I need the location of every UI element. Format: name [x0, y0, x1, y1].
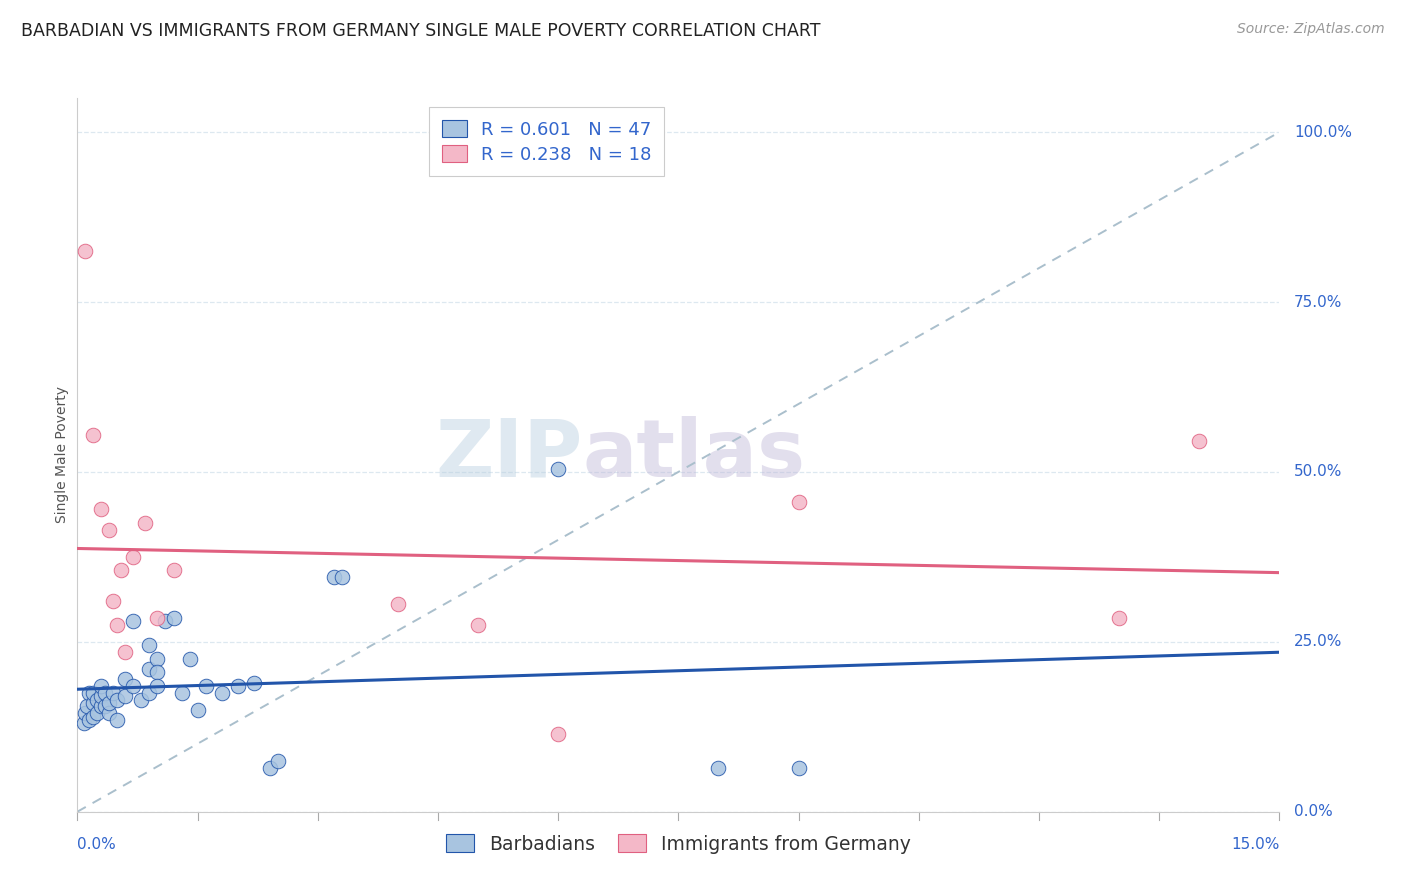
- Point: [122, 679, 145, 693]
- Y-axis label: Single Male Poverty: Single Male Poverty: [55, 386, 69, 524]
- Point: [322, 570, 344, 584]
- Point: [75, 706, 97, 721]
- Text: 0.0%: 0.0%: [77, 837, 117, 852]
- Point: [259, 760, 281, 774]
- Point: [138, 686, 160, 700]
- Point: [162, 564, 184, 578]
- Point: [330, 570, 353, 584]
- Text: 0.0%: 0.0%: [1294, 805, 1333, 819]
- Point: [186, 703, 209, 717]
- Point: [467, 617, 489, 632]
- Text: Source: ZipAtlas.com: Source: ZipAtlas.com: [1237, 22, 1385, 37]
- Point: [73, 716, 96, 731]
- Point: [387, 598, 409, 612]
- Point: [82, 427, 104, 442]
- Point: [110, 564, 132, 578]
- Point: [146, 652, 169, 666]
- Point: [787, 495, 810, 509]
- Point: [98, 696, 121, 710]
- Point: [107, 713, 129, 727]
- Point: [82, 696, 104, 710]
- Point: [90, 502, 112, 516]
- Point: [1188, 434, 1211, 449]
- Point: [90, 699, 112, 714]
- Point: [194, 679, 217, 693]
- Point: [547, 726, 569, 740]
- Point: [267, 754, 290, 768]
- Point: [82, 709, 104, 723]
- Point: [75, 244, 97, 258]
- Point: [122, 615, 145, 629]
- Point: [138, 662, 160, 676]
- Point: [138, 638, 160, 652]
- Point: [787, 760, 810, 774]
- Point: [146, 665, 169, 680]
- Point: [170, 686, 193, 700]
- Point: [114, 672, 136, 686]
- Point: [134, 516, 156, 530]
- Point: [122, 549, 145, 564]
- Point: [146, 611, 169, 625]
- Point: [103, 686, 125, 700]
- Point: [90, 679, 112, 693]
- Point: [131, 692, 153, 706]
- Text: 75.0%: 75.0%: [1294, 294, 1343, 310]
- Point: [707, 760, 730, 774]
- Point: [1108, 611, 1130, 625]
- Point: [79, 713, 101, 727]
- Text: BARBADIAN VS IMMIGRANTS FROM GERMANY SINGLE MALE POVERTY CORRELATION CHART: BARBADIAN VS IMMIGRANTS FROM GERMANY SIN…: [21, 22, 821, 40]
- Text: 100.0%: 100.0%: [1294, 125, 1353, 140]
- Legend: Barbadians, Immigrants from Germany: Barbadians, Immigrants from Germany: [437, 825, 920, 863]
- Point: [98, 523, 121, 537]
- Text: 15.0%: 15.0%: [1232, 837, 1279, 852]
- Text: ZIP: ZIP: [434, 416, 582, 494]
- Text: 25.0%: 25.0%: [1294, 634, 1343, 649]
- Point: [107, 692, 129, 706]
- Point: [94, 686, 117, 700]
- Point: [114, 689, 136, 703]
- Text: atlas: atlas: [582, 416, 806, 494]
- Point: [155, 615, 177, 629]
- Point: [114, 645, 136, 659]
- Point: [76, 699, 98, 714]
- Point: [86, 706, 108, 721]
- Point: [242, 675, 264, 690]
- Text: 50.0%: 50.0%: [1294, 465, 1343, 479]
- Point: [547, 461, 569, 475]
- Point: [94, 699, 117, 714]
- Point: [226, 679, 249, 693]
- Point: [146, 679, 169, 693]
- Point: [86, 692, 108, 706]
- Point: [98, 706, 121, 721]
- Point: [179, 652, 201, 666]
- Point: [162, 611, 184, 625]
- Point: [107, 617, 129, 632]
- Point: [103, 594, 125, 608]
- Point: [82, 686, 104, 700]
- Point: [211, 686, 233, 700]
- Point: [79, 686, 101, 700]
- Point: [90, 689, 112, 703]
